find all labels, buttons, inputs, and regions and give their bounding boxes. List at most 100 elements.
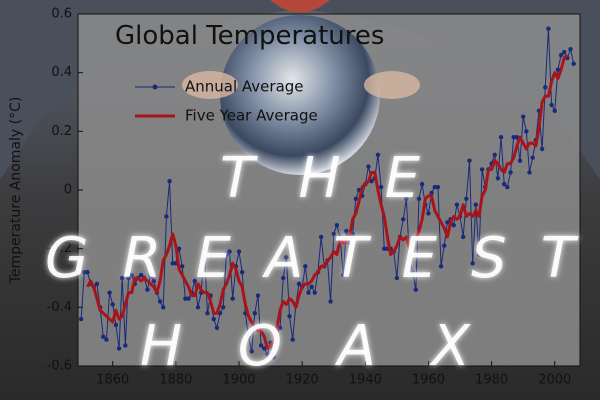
data-point bbox=[429, 190, 434, 196]
data-point bbox=[221, 305, 226, 310]
data-point bbox=[205, 311, 210, 316]
data-point bbox=[179, 264, 185, 269]
data-point bbox=[505, 184, 510, 190]
data-point bbox=[78, 316, 84, 322]
data-point bbox=[249, 349, 254, 354]
data-point bbox=[217, 311, 223, 316]
data-point bbox=[464, 196, 469, 201]
data-point bbox=[467, 158, 472, 163]
plot: -0.6 -0.4 -0.2 0 0.2 0.4 0.6 1860 1880 1900 1920 19… bbox=[47, 7, 576, 388]
data-point bbox=[129, 272, 134, 278]
x-tick-label: 1900 bbox=[222, 373, 255, 388]
data-point bbox=[410, 269, 415, 275]
data-point bbox=[164, 214, 169, 219]
data-point bbox=[151, 278, 156, 284]
data-point bbox=[318, 234, 324, 240]
data-point bbox=[558, 52, 564, 58]
data-point bbox=[138, 272, 144, 278]
data-point bbox=[473, 202, 479, 207]
data-point bbox=[479, 167, 485, 172]
data-point bbox=[281, 275, 286, 281]
y-axis-label: Temperature Anomaly (°C) bbox=[8, 97, 24, 285]
x-tick-label: 1940 bbox=[349, 373, 382, 388]
data-point bbox=[344, 228, 349, 234]
data-point bbox=[438, 264, 444, 269]
data-point bbox=[435, 184, 441, 190]
legend-label: Annual Average bbox=[185, 78, 304, 96]
data-point bbox=[94, 281, 100, 287]
data-point bbox=[328, 299, 333, 304]
data-point bbox=[568, 47, 573, 52]
data-point bbox=[176, 246, 182, 251]
data-point bbox=[296, 281, 302, 287]
data-point bbox=[514, 135, 520, 140]
overlay-text: THE bbox=[220, 146, 421, 211]
data-point bbox=[312, 290, 317, 295]
data-point bbox=[451, 223, 456, 228]
data-point bbox=[107, 290, 112, 295]
data-point bbox=[214, 325, 220, 331]
data-point bbox=[85, 269, 90, 275]
data-point bbox=[508, 170, 513, 175]
data-point bbox=[527, 170, 532, 175]
data-point bbox=[183, 296, 188, 301]
data-point bbox=[416, 196, 422, 201]
y-tick-label: 0.6 bbox=[51, 7, 72, 22]
data-point bbox=[382, 246, 387, 251]
data-point bbox=[265, 352, 270, 357]
y-tick-label: 0.4 bbox=[51, 65, 72, 80]
data-point bbox=[498, 135, 504, 140]
data-point bbox=[192, 278, 198, 284]
data-point bbox=[562, 49, 567, 55]
data-point bbox=[404, 196, 409, 201]
data-point bbox=[236, 249, 242, 254]
data-point bbox=[337, 234, 343, 240]
x-tick-label: 1980 bbox=[475, 373, 508, 388]
data-point bbox=[378, 184, 384, 190]
data-point bbox=[186, 296, 191, 301]
data-point bbox=[517, 158, 523, 163]
data-point bbox=[502, 181, 507, 187]
data-point bbox=[211, 316, 216, 322]
hand bbox=[182, 71, 238, 99]
hand bbox=[364, 71, 420, 99]
data-point bbox=[334, 223, 340, 228]
data-point bbox=[271, 355, 276, 360]
data-point bbox=[549, 102, 554, 108]
data-point bbox=[145, 287, 150, 292]
data-point bbox=[495, 176, 501, 181]
data-point bbox=[230, 296, 235, 301]
data-point bbox=[110, 302, 115, 307]
data-point bbox=[546, 26, 551, 31]
data-point bbox=[524, 129, 529, 134]
data-point bbox=[157, 299, 163, 304]
data-point bbox=[369, 179, 374, 184]
data-point bbox=[104, 337, 109, 342]
data-point bbox=[331, 231, 336, 237]
data-point bbox=[492, 152, 497, 157]
data-point bbox=[426, 211, 431, 216]
data-point bbox=[113, 322, 119, 328]
x-tick-label: 1880 bbox=[159, 373, 192, 388]
data-point bbox=[413, 287, 419, 292]
data-point bbox=[555, 67, 561, 72]
data-point bbox=[120, 275, 125, 281]
x-tick-label: 2000 bbox=[538, 373, 571, 388]
x-tick-label: 1960 bbox=[412, 373, 445, 388]
data-point bbox=[476, 252, 482, 257]
chart-title: Global Temperatures bbox=[115, 21, 384, 51]
y-tick-label: -0.6 bbox=[47, 359, 72, 374]
data-point bbox=[170, 261, 175, 266]
data-point bbox=[277, 325, 283, 331]
y-tick-label: -0.2 bbox=[47, 241, 72, 256]
data-point bbox=[511, 135, 516, 140]
data-point bbox=[258, 343, 264, 348]
data-point bbox=[460, 234, 466, 240]
data-point bbox=[400, 217, 406, 222]
data-point bbox=[101, 334, 106, 339]
legend: Annual Average Five Year Average bbox=[135, 78, 318, 125]
data-point bbox=[284, 255, 289, 260]
series-line bbox=[86, 53, 569, 350]
